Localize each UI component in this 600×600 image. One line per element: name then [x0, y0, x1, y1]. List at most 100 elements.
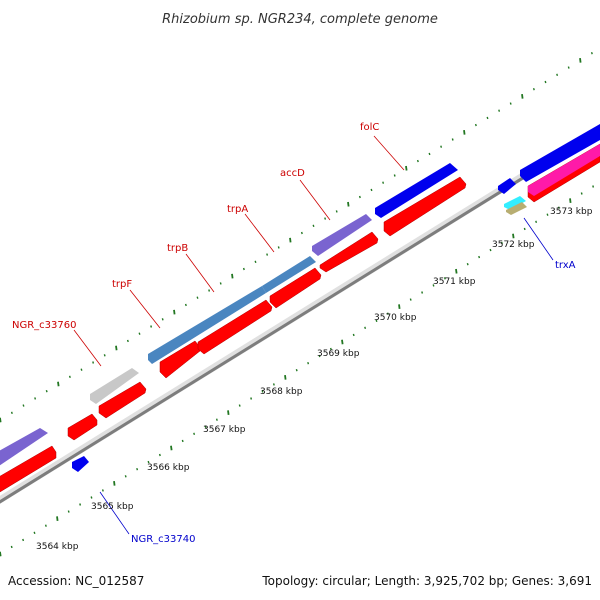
gene-feature[interactable]: [520, 124, 600, 182]
tick-mark: [489, 248, 492, 252]
tick-mark: [196, 296, 199, 299]
tick-mark: [546, 213, 549, 216]
cds-feature[interactable]: [319, 231, 379, 273]
tick-mark: [289, 237, 292, 243]
tick-mark: [173, 309, 176, 315]
tick-mark: [219, 282, 222, 285]
cds-feature[interactable]: [159, 340, 201, 379]
tick-mark: [284, 374, 287, 380]
tick-mark: [181, 439, 184, 443]
gene-label-trxa[interactable]: trxA: [555, 260, 576, 271]
gene-feature[interactable]: [375, 163, 458, 218]
tick-mark: [307, 361, 310, 365]
tick-mark: [101, 489, 104, 492]
tick-mark: [56, 516, 59, 522]
tick-mark: [272, 383, 275, 386]
gene-label-ngr-c33760[interactable]: NGR_c33760: [12, 320, 77, 331]
gene-track: [0, 124, 600, 472]
tick-mark: [33, 531, 36, 535]
tick-mark: [579, 57, 582, 63]
accession-text: Accession: NC_012587: [8, 574, 144, 588]
tick-mark: [382, 181, 385, 184]
gene-label-ngr-c33740[interactable]: NGR_c33740: [131, 534, 196, 545]
tick-mark: [535, 220, 538, 224]
gene-feature[interactable]: [312, 214, 372, 256]
gene-feature[interactable]: [506, 202, 527, 215]
tick-mark: [398, 304, 401, 310]
tick-mark: [512, 233, 515, 239]
cds-feature[interactable]: [269, 267, 322, 309]
tick-mark: [277, 246, 280, 249]
cds-feature[interactable]: [383, 176, 467, 237]
tick-mark: [150, 325, 153, 328]
tick-mark: [421, 291, 424, 294]
tick-mark: [158, 453, 161, 457]
tick-mark: [204, 425, 207, 429]
gene-feature[interactable]: [528, 144, 600, 196]
tick-mark: [590, 51, 593, 55]
tick-mark: [136, 467, 139, 471]
tick-mark: [242, 267, 245, 271]
gene-feature[interactable]: [148, 286, 266, 364]
gene-label-trpa[interactable]: trpA: [227, 204, 248, 215]
gene-feature[interactable]: [262, 256, 316, 293]
tick-mark: [312, 224, 315, 228]
tick-mark: [67, 510, 70, 513]
tick-mark: [474, 123, 477, 127]
tick-mark: [22, 538, 25, 542]
gene-label-folc[interactable]: folC: [360, 122, 379, 133]
tick-mark: [113, 480, 116, 486]
tick-mark: [405, 165, 408, 171]
label-leaders: [73, 135, 554, 535]
tick-mark: [416, 159, 419, 163]
gene-feature[interactable]: [498, 178, 516, 194]
tick-mark: [124, 475, 127, 478]
tick-mark: [147, 460, 150, 464]
gene-feature[interactable]: [72, 456, 89, 472]
gene-label-accd[interactable]: accD: [280, 168, 305, 179]
kbp-label: 3570 kbp: [374, 313, 417, 323]
gene-labels: folC accD trpA trpB trpF NGR_c33760 NGR_…: [12, 122, 576, 545]
tick-mark: [486, 116, 489, 120]
tick-mark: [509, 102, 512, 105]
tick-mark: [215, 418, 218, 421]
tick-mark: [358, 195, 361, 199]
gene-feature[interactable]: [0, 428, 48, 472]
tick-mark: [498, 109, 501, 112]
kbp-label: 3564 kbp: [36, 542, 79, 552]
tick-mark: [432, 284, 435, 287]
kbp-label: 3571 kbp: [433, 277, 476, 287]
tick-mark: [523, 227, 526, 231]
gene-label-trpf[interactable]: trpF: [112, 279, 132, 290]
tick-mark: [443, 277, 446, 280]
gene-feature[interactable]: [504, 196, 526, 210]
gene-feature[interactable]: [90, 368, 139, 404]
tick-mark: [386, 312, 389, 315]
tick-mark: [44, 524, 47, 527]
kbp-label: 3566 kbp: [147, 463, 190, 473]
cds-feature[interactable]: [197, 299, 273, 355]
tick-mark: [557, 206, 560, 209]
kbp-label: 3569 kbp: [317, 349, 360, 359]
tick-mark: [184, 303, 187, 307]
tick-mark: [90, 496, 93, 499]
tick-mark: [193, 432, 196, 436]
tick-mark: [231, 273, 234, 279]
gene-label-trpb[interactable]: trpB: [167, 243, 188, 254]
tick-mark: [92, 361, 95, 364]
cds-feature[interactable]: [98, 381, 147, 419]
tick-mark: [500, 241, 503, 245]
tick-mark: [463, 129, 466, 135]
tick-mark: [556, 73, 559, 77]
cds-feature[interactable]: [0, 445, 57, 498]
tick-mark: [45, 389, 48, 393]
tick-mark: [254, 260, 257, 264]
tick-mark: [170, 445, 173, 451]
tick-mark: [261, 390, 264, 393]
tick-mark: [0, 417, 2, 423]
tick-mark: [300, 231, 303, 235]
tick-mark: [341, 339, 344, 345]
tick-mark: [521, 93, 524, 99]
tick-mark: [79, 503, 82, 506]
cds-feature[interactable]: [67, 413, 98, 441]
